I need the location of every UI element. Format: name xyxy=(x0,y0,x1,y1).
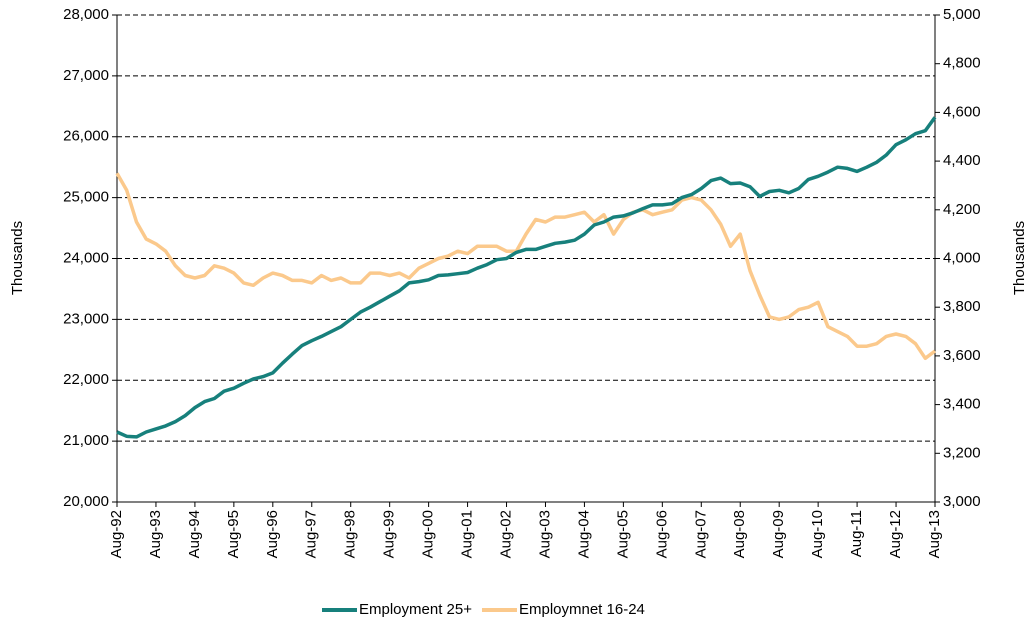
y-tick-label: 27,000 xyxy=(63,67,109,84)
y2-tick-label: 4,200 xyxy=(943,201,981,218)
x-tick-label: Aug-99 xyxy=(381,510,398,558)
y2-tick-label: 4,000 xyxy=(943,249,981,266)
series-line xyxy=(115,172,937,361)
x-tick-label: Aug-05 xyxy=(614,510,631,558)
y2-tick-label: 3,000 xyxy=(943,493,981,510)
y-tick-label: 21,000 xyxy=(63,432,109,449)
x-tick-label: Aug-95 xyxy=(225,510,242,558)
legend-label: Employment 25+ xyxy=(359,601,472,618)
x-tick-label: Aug-98 xyxy=(342,510,359,558)
y-tick-label: 26,000 xyxy=(63,128,109,145)
y2-axis-title: Thousands xyxy=(1011,221,1028,295)
y2-tick-label: 4,800 xyxy=(943,55,981,72)
legend-label: Employmnet 16-24 xyxy=(519,601,645,618)
x-tick-label: Aug-12 xyxy=(887,510,904,558)
x-tick-label: Aug-08 xyxy=(731,510,748,558)
x-tick-label: Aug-13 xyxy=(926,510,943,558)
x-tick-label: Aug-09 xyxy=(770,510,787,558)
x-tick-label: Aug-11 xyxy=(848,510,865,557)
x-tick-label: Aug-07 xyxy=(692,510,709,558)
x-tick-label: Aug-94 xyxy=(186,510,203,558)
y2-tick-label: 3,200 xyxy=(943,444,981,461)
x-tick-label: Aug-03 xyxy=(536,510,553,558)
y2-tick-label: 3,800 xyxy=(943,298,981,315)
y-tick-label: 22,000 xyxy=(63,371,109,388)
y2-tick-label: 3,400 xyxy=(943,396,981,413)
y-tick-label: 28,000 xyxy=(63,6,109,23)
x-tick-label: Aug-00 xyxy=(420,510,437,558)
x-tick-label: Aug-10 xyxy=(809,510,826,558)
x-tick-label: Aug-92 xyxy=(108,510,125,558)
y2-tick-label: 3,600 xyxy=(943,347,981,364)
y-tick-label: 20,000 xyxy=(63,493,109,510)
x-tick-label: Aug-02 xyxy=(497,510,514,558)
y-tick-label: 25,000 xyxy=(63,189,109,206)
y2-tick-label: 4,400 xyxy=(943,152,981,169)
x-tick-label: Aug-06 xyxy=(653,510,670,558)
y-tick-label: 24,000 xyxy=(63,249,109,266)
x-tick-label: Aug-04 xyxy=(575,510,592,558)
x-tick-label: Aug-97 xyxy=(303,510,320,558)
y-tick-label: 23,000 xyxy=(63,310,109,327)
x-tick-label: Aug-01 xyxy=(459,510,476,558)
series-line xyxy=(116,116,937,439)
x-tick-label: Aug-96 xyxy=(264,510,281,558)
y-axis-title: Thousands xyxy=(9,221,26,295)
y2-tick-label: 4,600 xyxy=(943,103,981,120)
x-tick-label: Aug-93 xyxy=(147,510,164,558)
y2-tick-label: 5,000 xyxy=(943,6,981,23)
